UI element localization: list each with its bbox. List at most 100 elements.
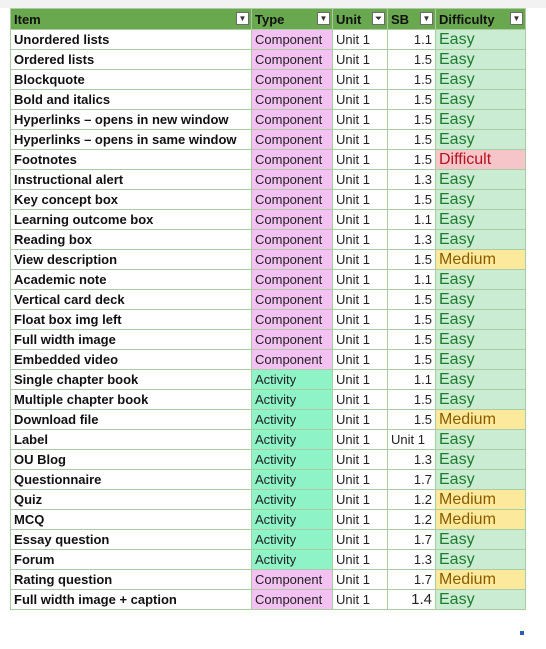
header-type[interactable]: Type ▼ xyxy=(251,8,333,30)
unit-cell[interactable]: Unit 1 xyxy=(332,329,388,350)
difficulty-cell[interactable]: Easy xyxy=(435,549,526,570)
unit-cell[interactable]: Unit 1 xyxy=(332,349,388,370)
difficulty-cell[interactable]: Easy xyxy=(435,49,526,70)
item-cell[interactable]: Academic note xyxy=(10,269,252,290)
unit-cell[interactable]: Unit 1 xyxy=(332,569,388,590)
chevron-down-icon[interactable]: ▼ xyxy=(510,12,523,25)
chevron-down-icon[interactable]: ▼ xyxy=(236,12,249,25)
difficulty-cell[interactable]: Medium xyxy=(435,569,526,590)
type-cell[interactable]: Component xyxy=(251,69,333,90)
type-cell[interactable]: Component xyxy=(251,229,333,250)
difficulty-cell[interactable]: Easy xyxy=(435,449,526,470)
difficulty-cell[interactable]: Difficult xyxy=(435,149,526,170)
item-cell[interactable]: Multiple chapter book xyxy=(10,389,252,410)
difficulty-cell[interactable]: Medium xyxy=(435,509,526,530)
sb-cell[interactable]: 1.1 xyxy=(387,209,436,230)
unit-cell[interactable]: Unit 1 xyxy=(332,229,388,250)
sb-cell[interactable]: 1.3 xyxy=(387,549,436,570)
unit-cell[interactable]: Unit 1 xyxy=(332,69,388,90)
sb-cell[interactable]: 1.5 xyxy=(387,289,436,310)
difficulty-cell[interactable]: Easy xyxy=(435,169,526,190)
item-cell[interactable]: Blockquote xyxy=(10,69,252,90)
difficulty-cell[interactable]: Easy xyxy=(435,469,526,490)
item-cell[interactable]: Embedded video xyxy=(10,349,252,370)
sb-cell[interactable]: 1.5 xyxy=(387,109,436,130)
difficulty-cell[interactable]: Easy xyxy=(435,389,526,410)
unit-cell[interactable]: Unit 1 xyxy=(332,149,388,170)
sb-cell[interactable]: 1.2 xyxy=(387,509,436,530)
item-cell[interactable]: MCQ xyxy=(10,509,252,530)
unit-cell[interactable]: Unit 1 xyxy=(332,369,388,390)
type-cell[interactable]: Activity xyxy=(251,509,333,530)
unit-cell[interactable]: Unit 1 xyxy=(332,389,388,410)
item-cell[interactable]: Full width image + caption xyxy=(10,589,252,610)
sb-cell[interactable]: 1.5 xyxy=(387,49,436,70)
type-cell[interactable]: Component xyxy=(251,189,333,210)
filter-active-icon[interactable]: ⏷ xyxy=(372,12,385,25)
type-cell[interactable]: Component xyxy=(251,569,333,590)
unit-cell[interactable]: Unit 1 xyxy=(332,469,388,490)
unit-cell[interactable]: Unit 1 xyxy=(332,29,388,50)
type-cell[interactable]: Component xyxy=(251,169,333,190)
item-cell[interactable]: Quiz xyxy=(10,489,252,510)
sb-cell[interactable]: 1.3 xyxy=(387,229,436,250)
unit-cell[interactable]: Unit 1 xyxy=(332,209,388,230)
unit-cell[interactable]: Unit 1 xyxy=(332,169,388,190)
type-cell[interactable]: Component xyxy=(251,29,333,50)
item-cell[interactable]: Vertical card deck xyxy=(10,289,252,310)
sb-cell[interactable]: 1.5 xyxy=(387,129,436,150)
type-cell[interactable]: Component xyxy=(251,129,333,150)
sb-cell[interactable]: 1.5 xyxy=(387,249,436,270)
item-cell[interactable]: OU Blog xyxy=(10,449,252,470)
difficulty-cell[interactable]: Easy xyxy=(435,29,526,50)
unit-cell[interactable]: Unit 1 xyxy=(332,309,388,330)
sb-cell[interactable]: 1.2 xyxy=(387,489,436,510)
difficulty-cell[interactable]: Easy xyxy=(435,269,526,290)
sb-cell[interactable]: 1.5 xyxy=(387,69,436,90)
item-cell[interactable]: Essay question xyxy=(10,529,252,550)
sb-cell[interactable]: 1.1 xyxy=(387,269,436,290)
unit-cell[interactable]: Unit 1 xyxy=(332,49,388,70)
difficulty-cell[interactable]: Easy xyxy=(435,89,526,110)
difficulty-cell[interactable]: Easy xyxy=(435,109,526,130)
unit-cell[interactable]: Unit 1 xyxy=(332,509,388,530)
item-cell[interactable]: Label xyxy=(10,429,252,450)
sb-cell[interactable]: 1.7 xyxy=(387,569,436,590)
item-cell[interactable]: Instructional alert xyxy=(10,169,252,190)
sb-cell[interactable]: 1.5 xyxy=(387,189,436,210)
unit-cell[interactable]: Unit 1 xyxy=(332,489,388,510)
type-cell[interactable]: Component xyxy=(251,289,333,310)
chevron-down-icon[interactable]: ▼ xyxy=(317,12,330,25)
item-cell[interactable]: Footnotes xyxy=(10,149,252,170)
unit-cell[interactable]: Unit 1 xyxy=(332,289,388,310)
sb-cell[interactable]: Unit 1 xyxy=(387,429,436,450)
item-cell[interactable]: Hyperlinks – opens in same window xyxy=(10,129,252,150)
unit-cell[interactable]: Unit 1 xyxy=(332,189,388,210)
difficulty-cell[interactable]: Easy xyxy=(435,589,526,610)
difficulty-cell[interactable]: Easy xyxy=(435,69,526,90)
type-cell[interactable]: Activity xyxy=(251,369,333,390)
sb-cell[interactable]: 1.7 xyxy=(387,469,436,490)
sb-cell[interactable]: 1.3 xyxy=(387,169,436,190)
difficulty-cell[interactable]: Easy xyxy=(435,329,526,350)
sb-cell[interactable]: 1.5 xyxy=(387,409,436,430)
difficulty-cell[interactable]: Medium xyxy=(435,409,526,430)
type-cell[interactable]: Component xyxy=(251,349,333,370)
type-cell[interactable]: Component xyxy=(251,209,333,230)
unit-cell[interactable]: Unit 1 xyxy=(332,549,388,570)
type-cell[interactable]: Activity xyxy=(251,449,333,470)
item-cell[interactable]: Rating question xyxy=(10,569,252,590)
difficulty-cell[interactable]: Medium xyxy=(435,249,526,270)
difficulty-cell[interactable]: Easy xyxy=(435,209,526,230)
sb-cell[interactable]: 1.5 xyxy=(387,89,436,110)
unit-cell[interactable]: Unit 1 xyxy=(332,129,388,150)
sb-cell[interactable]: 1.5 xyxy=(387,149,436,170)
difficulty-cell[interactable]: Medium xyxy=(435,489,526,510)
type-cell[interactable]: Component xyxy=(251,309,333,330)
type-cell[interactable]: Component xyxy=(251,49,333,70)
item-cell[interactable]: Download file xyxy=(10,409,252,430)
sb-cell[interactable]: 1.4 xyxy=(387,589,436,610)
sb-cell[interactable]: 1.5 xyxy=(387,309,436,330)
difficulty-cell[interactable]: Easy xyxy=(435,129,526,150)
type-cell[interactable]: Component xyxy=(251,589,333,610)
